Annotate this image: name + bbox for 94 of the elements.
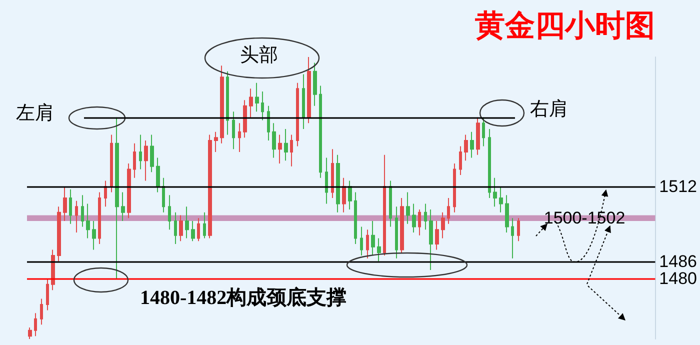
candlestick [348,180,352,210]
candlestick [92,220,96,250]
candlestick [371,220,375,256]
candlestick [511,218,514,259]
candlestick [197,218,200,242]
candlestick [342,177,346,213]
candlestick [156,157,160,193]
candlestick [406,192,410,224]
candlestick [453,162,456,213]
candlestick [243,100,247,138]
candlestick [429,209,433,270]
candlestick [307,56,311,124]
candlestick [214,131,218,152]
candlestick [34,312,37,337]
candlestick [377,238,381,262]
y-tick-label: 1480 [659,269,698,288]
candlestick [203,212,206,239]
candlestick [191,220,195,242]
candlestick [278,134,282,164]
candlestick [493,177,497,208]
annotation: 右肩 [530,98,568,120]
candlestick [459,146,462,176]
candlestick [63,186,67,222]
candlestick [383,154,386,256]
candlestick [46,278,49,311]
candlestick [232,111,235,150]
candlestick [488,128,491,198]
candlestick [174,212,177,245]
candlestick [110,134,113,193]
candlestick [447,198,450,224]
candlestick [302,74,305,130]
candlestick [290,134,293,167]
candlestick [144,140,148,182]
candlestick [40,298,43,326]
candlestick [208,134,212,239]
y-tick-label: 1512 [659,176,698,196]
candlestick [389,180,392,228]
candlestick [86,203,90,239]
candlestick [261,91,264,121]
annotation: 左肩 [16,102,54,124]
candlestick [336,154,340,213]
candlestick [75,200,78,234]
y-tick-label: 1486 [659,252,698,271]
candlestick [57,206,61,262]
candlestick [441,212,445,239]
candlestick [360,226,363,256]
candlestick [499,186,503,213]
candlestick [162,177,165,213]
annotation: 头部 [240,44,278,66]
candlestick [517,218,520,242]
candlestick [69,188,72,224]
candlestick [313,62,317,106]
candlestick [400,198,404,254]
candlestick [505,194,509,234]
candlestick [418,209,421,236]
candlestick [395,206,398,259]
candlestick [104,180,107,208]
candlestick [482,116,485,147]
candlestick [319,85,322,178]
candlestick [435,220,439,250]
candlestick [121,192,125,222]
candlestick [179,214,183,242]
candlestick [366,229,369,259]
candlestick [28,326,32,340]
candlestick [470,131,474,158]
candlestick [249,88,253,118]
candlestick [284,128,288,162]
candlestick [98,192,101,245]
candlestick [133,142,136,178]
annotation: 1480-1482构成颈底支撑 [140,286,347,309]
chart-title: 黄金四小时图 [475,10,655,42]
candlestick [464,134,468,162]
candlestick [267,105,270,141]
candlestick [476,116,480,156]
candlestick [412,203,416,234]
candlestick [296,82,299,147]
candlestick [139,134,142,170]
candlestick [81,194,84,228]
candlestick [150,134,154,173]
candlestick [238,122,241,152]
candlestick [51,249,55,291]
candlestick [168,194,171,230]
candlestick [255,82,259,112]
candlestick [226,70,229,136]
band-label: 1500-1502 [544,208,626,228]
candlestick [127,162,131,219]
candlestick [115,116,119,280]
candlestick [185,206,189,239]
candlestick [424,203,427,230]
candlestick [354,192,357,245]
candlestick [272,122,276,158]
candlestick [331,148,334,198]
candlestick [220,65,224,144]
candlestick [325,157,328,204]
